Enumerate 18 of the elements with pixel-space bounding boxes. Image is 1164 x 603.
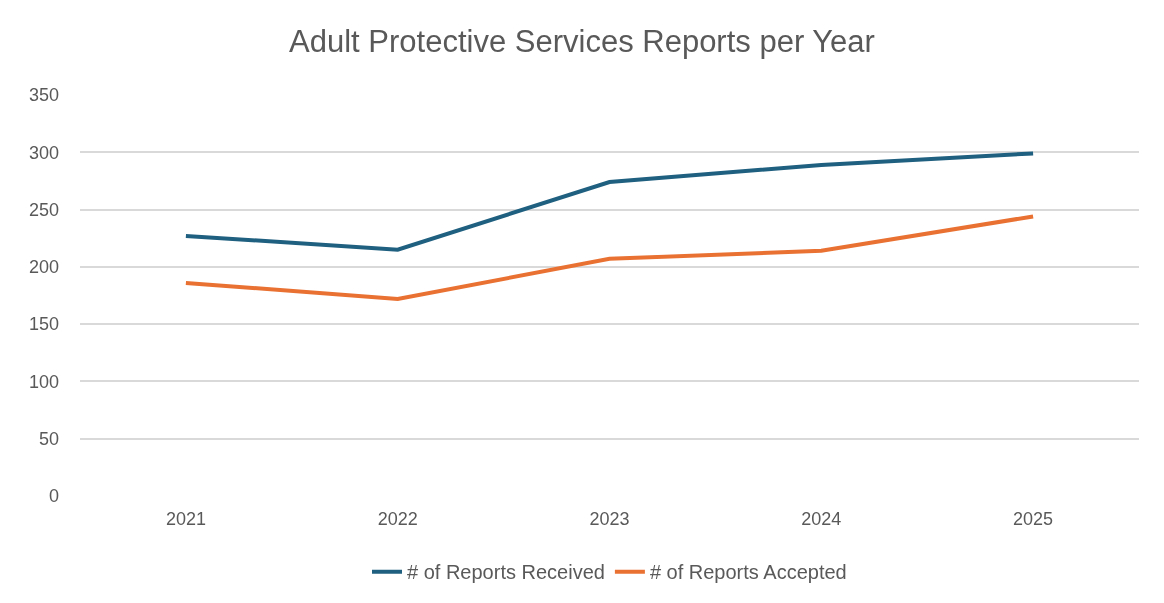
line-series <box>183 214 1036 301</box>
y-tick-label: 150 <box>28 314 59 335</box>
legend-label: # of Reports Received <box>407 561 605 584</box>
y-tick-label: 100 <box>28 371 59 392</box>
y-tick-label: 0 <box>48 486 59 507</box>
x-tick-label: 2024 <box>801 509 842 529</box>
y-tick-label: 300 <box>28 142 59 163</box>
y-tick-label: 50 <box>38 429 59 450</box>
y-tick-label: 250 <box>28 199 59 220</box>
y-tick-label: 350 <box>28 85 59 106</box>
x-tick-label: 2021 <box>165 509 206 529</box>
x-tick-label: 2023 <box>589 509 630 529</box>
y-tick-label: 200 <box>28 257 59 278</box>
legend-label: # of Reports Accepted <box>649 561 847 584</box>
x-tick-label: 2025 <box>1013 509 1054 529</box>
line-series <box>183 151 1036 252</box>
chart-title: Adult Protective Services Reports per Year <box>289 23 875 59</box>
x-tick-label: 2022 <box>377 509 418 529</box>
